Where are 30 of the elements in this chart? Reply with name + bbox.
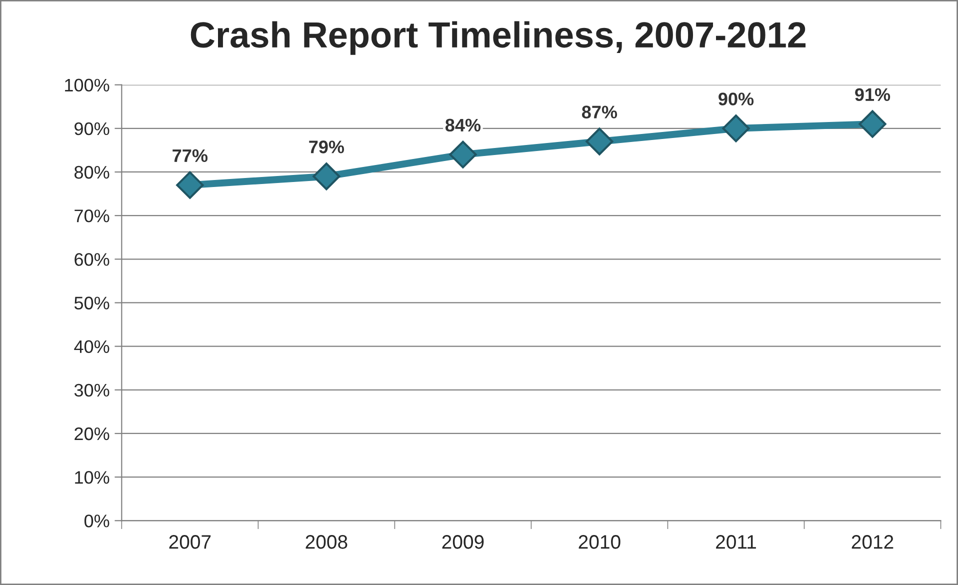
y-tick-label: 10% [75,471,110,484]
point [449,140,477,168]
data-label: 79% [309,140,344,154]
point [586,128,614,156]
x-tick-label: 2010 [578,535,620,549]
y-tick-label: 90% [74,122,110,136]
x-tick-label: 2012 [852,535,894,549]
y-tick-label: 100% [65,78,110,92]
y-tick-label: 70% [74,210,110,222]
x-tick-label: 2007 [169,535,211,549]
y-tick-label: 30% [74,384,110,397]
data-label: 87% [582,106,618,118]
chart-title: Crash Report Timeliness, 2007-2012 [190,21,806,55]
data-label: 77% [172,149,208,162]
y-tick-label: 40% [74,340,110,354]
y-tick-label: 0% [84,514,110,528]
point [858,110,886,138]
point [722,114,750,142]
y-tick-label: 20% [74,427,110,440]
data-label: 90% [718,92,754,106]
x-tick-label: 2009 [442,535,484,549]
x-tick-label: 2011 [716,535,756,549]
y-tick-label: 80% [74,166,110,179]
y-tick-label: 50% [74,296,110,310]
point [176,171,204,199]
data-label: 91% [855,88,890,102]
point [312,162,340,190]
data-label: 84% [445,118,481,132]
y-tick-label: 60% [74,253,110,266]
x-tick-label: 2008 [306,535,348,549]
